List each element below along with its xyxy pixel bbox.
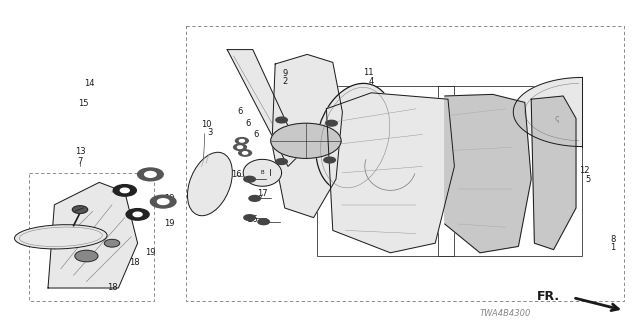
Bar <box>438 86 582 256</box>
Text: 2: 2 <box>282 77 287 86</box>
Circle shape <box>133 212 142 217</box>
Polygon shape <box>531 96 576 250</box>
Polygon shape <box>227 50 301 166</box>
Circle shape <box>236 138 248 144</box>
Circle shape <box>113 185 136 196</box>
Text: 19: 19 <box>164 220 175 228</box>
Circle shape <box>239 140 244 142</box>
Circle shape <box>138 168 163 181</box>
Circle shape <box>145 172 156 177</box>
Text: 14: 14 <box>84 79 95 88</box>
Text: 12: 12 <box>579 166 589 175</box>
Circle shape <box>234 144 246 150</box>
Circle shape <box>72 206 88 213</box>
Bar <box>317 86 454 256</box>
Text: 18: 18 <box>107 284 117 292</box>
Text: 8: 8 <box>611 235 616 244</box>
Text: 19: 19 <box>164 194 175 203</box>
Text: 6: 6 <box>237 108 243 116</box>
Text: B: B <box>260 170 264 175</box>
Circle shape <box>237 146 243 148</box>
Text: TWA4B4300: TWA4B4300 <box>480 309 531 318</box>
Circle shape <box>244 176 255 182</box>
Circle shape <box>244 215 255 220</box>
Ellipse shape <box>15 225 107 249</box>
Circle shape <box>126 209 149 220</box>
Text: 16: 16 <box>232 170 242 179</box>
Ellipse shape <box>188 152 232 216</box>
Circle shape <box>75 250 98 262</box>
Text: 7: 7 <box>77 157 83 166</box>
Circle shape <box>157 199 169 204</box>
Circle shape <box>239 150 252 156</box>
Text: 16: 16 <box>248 215 258 224</box>
Circle shape <box>249 196 260 201</box>
Circle shape <box>104 239 120 247</box>
Text: FR.: FR. <box>537 290 560 302</box>
Text: 13: 13 <box>75 148 85 156</box>
Circle shape <box>271 123 341 158</box>
Circle shape <box>276 159 287 164</box>
Text: 19: 19 <box>145 248 156 257</box>
Circle shape <box>120 188 129 193</box>
Text: 6: 6 <box>246 119 251 128</box>
Text: 4: 4 <box>369 77 374 86</box>
Circle shape <box>150 195 176 208</box>
Text: 15: 15 <box>78 100 88 108</box>
Text: 11: 11 <box>363 68 373 77</box>
Text: 5: 5 <box>585 175 590 184</box>
Circle shape <box>324 157 335 163</box>
Circle shape <box>326 120 337 126</box>
Text: 9: 9 <box>282 69 287 78</box>
Ellipse shape <box>316 84 395 192</box>
Polygon shape <box>326 93 454 253</box>
Bar <box>186 26 624 301</box>
Polygon shape <box>272 54 342 218</box>
Bar <box>262 163 278 169</box>
Text: 6: 6 <box>253 130 259 139</box>
Circle shape <box>276 117 287 123</box>
Polygon shape <box>48 182 138 288</box>
Polygon shape <box>445 94 531 253</box>
Text: 17: 17 <box>257 189 268 198</box>
Text: 3: 3 <box>207 128 212 137</box>
Circle shape <box>258 219 269 225</box>
Circle shape <box>243 152 248 154</box>
Bar <box>29 173 154 301</box>
Polygon shape <box>513 77 582 147</box>
Text: 10: 10 <box>202 120 212 129</box>
Text: 18: 18 <box>129 258 140 267</box>
Text: ς: ς <box>554 114 559 123</box>
Polygon shape <box>243 159 282 186</box>
Text: 1: 1 <box>611 244 616 252</box>
